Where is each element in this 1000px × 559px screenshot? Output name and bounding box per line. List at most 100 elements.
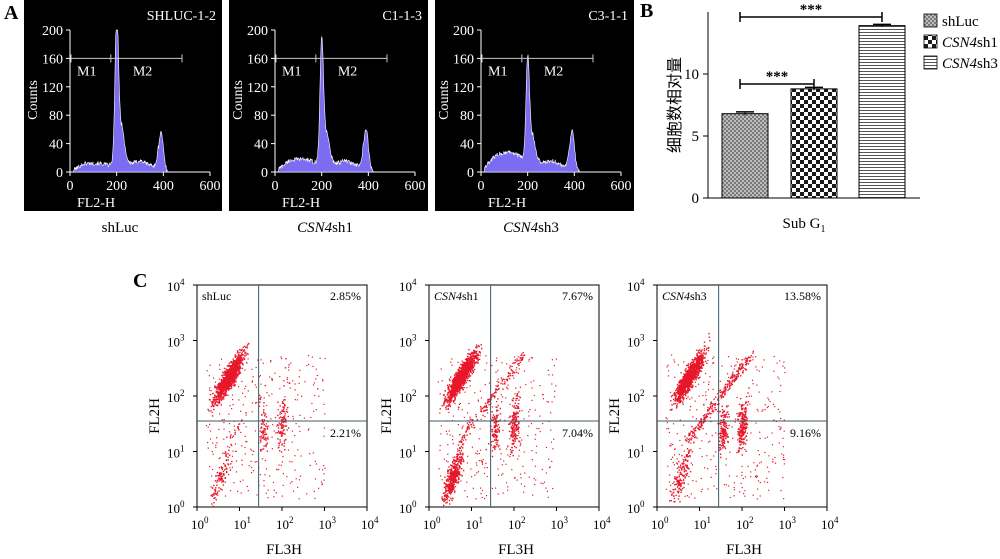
x-tick-label: 101 [234, 515, 252, 532]
y-tick-label: 120 [453, 81, 474, 96]
y-tick-label: 103 [627, 333, 645, 350]
legend-label: CSN4sh3 [942, 56, 998, 72]
dotplot-points [205, 342, 326, 507]
x-tick-label: 400 [564, 179, 585, 194]
dotplot-frame [196, 284, 368, 508]
x-tick-label: 200 [517, 179, 538, 194]
gate-label-m2: M2 [338, 64, 357, 79]
y-tick-label: 104 [627, 277, 645, 294]
dotplot-points [437, 344, 557, 507]
dotplot-sample-label: CSN4sh1 [434, 289, 479, 303]
y-tick-label: 103 [167, 333, 185, 350]
x-tick-label: 102 [276, 515, 294, 532]
x-tick-label: 104 [361, 515, 379, 532]
dotplot-panel-2: 100 101 102 103 104 100 101 102 103 104 FL3H FL2H CS… [379, 277, 611, 558]
x-tick-label: 400 [153, 179, 174, 194]
x-tick-label: 0 [67, 179, 74, 194]
y-tick-label: 102 [627, 388, 645, 405]
dotplot-sample-label: CSN4sh3 [662, 289, 707, 303]
x-tick-label: 102 [508, 515, 526, 532]
legend-swatch [923, 13, 938, 28]
y-axis-label: Counts [26, 80, 41, 120]
y-tick-label: 80 [254, 109, 268, 124]
x-axis-label: FL3H [498, 542, 534, 558]
significance-label: *** [766, 69, 789, 85]
histogram-background [24, 0, 222, 211]
x-tick-label: 200 [311, 179, 332, 194]
y-tick-label: 120 [247, 81, 268, 96]
x-axis-label: FL2-H [77, 196, 115, 211]
y-axis-label: FL2H [607, 398, 623, 434]
y-tick-label: 102 [399, 388, 417, 405]
quadrant-upper-right-percent: 7.67% [562, 289, 593, 303]
y-tick-label: 103 [399, 333, 417, 350]
x-tick-label: 600 [200, 179, 221, 194]
histogram-background [229, 0, 428, 211]
y-tick-label: 104 [167, 277, 185, 294]
histogram-title: C3-1-1 [588, 9, 628, 24]
y-tick-label: 5 [692, 129, 700, 145]
histogram-title: SHLUC-1-2 [147, 9, 216, 24]
x-tick-label: 104 [821, 515, 839, 532]
y-tick-label: 0 [467, 166, 474, 181]
y-tick-label: 40 [49, 138, 63, 153]
dotplot-sample-label: shLuc [202, 289, 231, 303]
y-tick-label: 120 [42, 81, 63, 96]
dotplot-panel-3: 100 101 102 103 104 100 101 102 103 104 FL3H FL2H CS… [607, 277, 839, 558]
significance-label: *** [800, 2, 823, 18]
y-tick-label: 0 [692, 191, 700, 207]
y-axis-label: FL2H [379, 398, 395, 434]
x-axis-label: FL3H [726, 542, 762, 558]
y-tick-label: 104 [399, 277, 417, 294]
panel-letter-c: C [133, 270, 148, 292]
gate-label-m1: M1 [77, 64, 96, 79]
histogram-title: C1-1-3 [382, 9, 422, 24]
y-tick-label: 40 [254, 138, 268, 153]
dotplot-points [665, 332, 786, 503]
x-tick-label: 100 [423, 515, 441, 532]
y-axis-label: 细胞数相对量 [665, 57, 684, 153]
histogram-distribution [70, 29, 178, 173]
bar-3 [858, 25, 906, 199]
hist-caption-1: shLuc [101, 220, 139, 236]
y-tick-label: 0 [56, 166, 63, 181]
gate-label-m1: M1 [282, 64, 301, 79]
x-axis-label: FL2-H [488, 196, 526, 211]
panel-letter-a: A [4, 2, 19, 24]
gate-label-m1: M1 [488, 64, 507, 79]
y-tick-label: 101 [627, 444, 645, 461]
y-tick-label: 160 [453, 52, 474, 67]
x-tick-label: 102 [736, 515, 754, 532]
y-tick-label: 100 [167, 499, 185, 516]
panel-letter-b: B [640, 0, 654, 22]
y-tick-label: 160 [247, 52, 268, 67]
legend-label: shLuc [942, 14, 979, 30]
x-axis-label: Sub G1 [783, 216, 826, 235]
y-axis-label: Counts [437, 80, 452, 120]
x-tick-label: 103 [319, 515, 337, 532]
quadrant-lower-right-percent: 2.21% [330, 426, 361, 440]
y-tick-label: 102 [167, 388, 185, 405]
y-tick-label: 100 [627, 499, 645, 516]
dotplot-panel-1: 100 101 102 103 104 100 101 102 103 104 FL3H FL2H sh… [147, 277, 379, 558]
y-tick-label: 101 [399, 444, 417, 461]
x-tick-label: 400 [358, 179, 379, 194]
quadrant-upper-right-percent: 2.85% [330, 289, 361, 303]
x-tick-label: 104 [593, 515, 611, 532]
y-tick-label: 100 [399, 499, 417, 516]
y-tick-label: 200 [247, 24, 268, 39]
y-axis-label: FL2H [147, 398, 163, 434]
y-tick-label: 80 [460, 109, 474, 124]
y-tick-label: 160 [42, 52, 63, 67]
hist-caption-2: CSN4sh1 [297, 220, 353, 236]
quadrant-lower-right-percent: 9.16% [790, 426, 821, 440]
quadrant-lower-right-percent: 7.04% [562, 426, 593, 440]
histogram-distribution [275, 36, 383, 173]
x-tick-label: 0 [478, 179, 485, 194]
y-tick-label: 200 [42, 24, 63, 39]
x-tick-label: 103 [779, 515, 797, 532]
x-axis-label: FL3H [266, 542, 302, 558]
